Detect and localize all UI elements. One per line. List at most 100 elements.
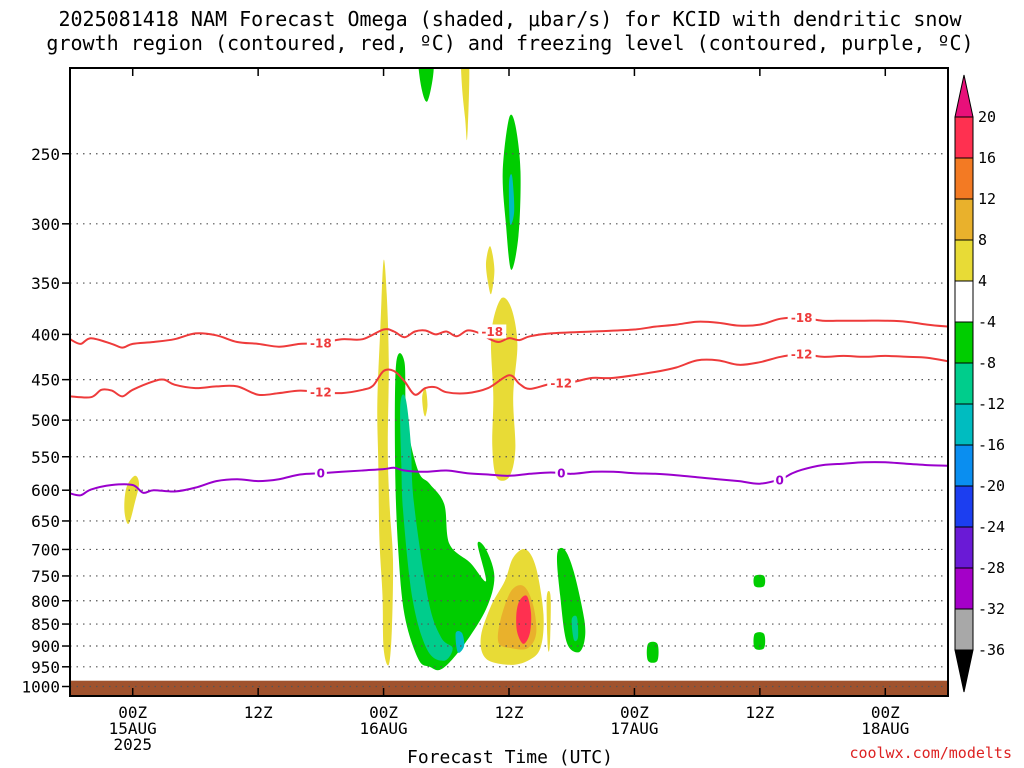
contour-minus18-label-bg — [478, 324, 507, 339]
colorbar-bin — [954, 526, 974, 569]
contour-minus18-label-bg — [306, 335, 335, 350]
omega-region-0 — [124, 475, 139, 525]
y-tick-label: 800 — [31, 592, 60, 611]
colorbar-bin — [954, 239, 974, 282]
contour-minus18-label: -18 — [310, 336, 332, 350]
x-tick-label: 17AUG — [610, 719, 658, 738]
y-tick-label: 600 — [31, 481, 60, 500]
contour-minus18-line — [70, 316, 948, 349]
contour-freezing-label-bg — [773, 472, 786, 487]
contour-freezing-label: 0 — [776, 473, 784, 487]
y-tick-label: 350 — [31, 274, 60, 293]
colorbar-label: 8 — [978, 231, 987, 249]
colorbar-label: 16 — [978, 149, 996, 167]
omega-region-18 — [571, 615, 579, 642]
y-tick-label: 950 — [31, 658, 60, 677]
colorbar-label: 4 — [978, 272, 987, 290]
omega-region-9 — [516, 595, 532, 644]
y-tick-label: 750 — [31, 567, 60, 586]
omega-shading-layer — [124, 68, 766, 671]
y-tick-label: 850 — [31, 615, 60, 634]
colorbar-bin — [954, 403, 974, 446]
contour-freezing-label-bg — [314, 466, 327, 481]
contour-freezing-line — [70, 461, 948, 497]
colorbar-label: -8 — [978, 354, 996, 372]
omega-region-7 — [546, 591, 551, 652]
y-tick-label: 400 — [31, 325, 60, 344]
colorbar-bin — [954, 198, 974, 241]
omega-region-13 — [556, 547, 586, 653]
contour-minus12-label-bg — [787, 347, 816, 362]
colorbar-label: -12 — [978, 395, 1005, 413]
contour-minus12-label: -12 — [791, 348, 813, 362]
credit-text: coolwx.com/modelts — [849, 744, 1012, 762]
y-tick-label: 300 — [31, 215, 60, 234]
contour-freezing-label: 0 — [557, 467, 565, 481]
colorbar: 20 16 12 8 4 -4 -8 -12 -16 -20 -24 -28 -32 -36 — [954, 74, 1005, 693]
x-tick-label: 16AUG — [359, 719, 407, 738]
x-tick-label: 12Z — [244, 703, 273, 722]
y-tick-label: 650 — [31, 512, 60, 531]
colorbar-top-arrow — [954, 74, 974, 118]
x-tick-label: 12Z — [745, 703, 774, 722]
contour-minus12-label-bg — [547, 376, 576, 391]
omega-region-4 — [485, 246, 495, 295]
colorbar-label: -28 — [978, 559, 1005, 577]
colorbar-bin — [954, 362, 974, 405]
contour-minus18-label-bg — [787, 310, 816, 325]
colorbar-bin — [954, 321, 974, 364]
omega-region-20 — [455, 630, 465, 653]
y-tick-label: 450 — [31, 371, 60, 390]
omega-region-3 — [460, 68, 470, 141]
contour-minus18-label: -18 — [791, 311, 813, 325]
contour-minus18-label: -18 — [481, 325, 503, 339]
contour-minus12-label: -12 — [310, 386, 332, 400]
x-tick-label: 00Z — [369, 703, 398, 722]
omega-region-16 — [753, 632, 766, 650]
colorbar-bin — [954, 157, 974, 200]
y-tick-label: 900 — [31, 637, 60, 656]
colorbar-label: -16 — [978, 436, 1005, 454]
contour-freezing-label-bg — [555, 466, 568, 481]
chart-title-line-2: growth region (contoured, red, ºC) and f… — [46, 31, 973, 55]
omega-region-15 — [753, 574, 766, 588]
y-tick-label: 250 — [31, 145, 60, 164]
colorbar-label: -24 — [978, 518, 1005, 536]
colorbar-label: -32 — [978, 600, 1005, 618]
x-tick-label: 00Z — [871, 703, 900, 722]
y-tick-label: 700 — [31, 540, 60, 559]
colorbar-bin — [954, 485, 974, 528]
chart-title-line-1: 2025081418 NAM Forecast Omega (shaded, μ… — [58, 7, 962, 31]
x-tick-label: 00Z — [620, 703, 649, 722]
contour-minus12-label-bg — [306, 385, 335, 400]
colorbar-bin — [954, 608, 974, 651]
x-tick-label: 18AUG — [861, 719, 909, 738]
contour-minus12-line — [70, 352, 948, 399]
colorbar-bin — [954, 444, 974, 487]
colorbar-label: 12 — [978, 190, 996, 208]
contour-minus12-label: -12 — [550, 377, 572, 391]
y-tick-label: 500 — [31, 411, 60, 430]
omega-region-17 — [400, 394, 453, 661]
colorbar-bottom-arrow — [954, 649, 974, 693]
y-tick-label: 1000 — [21, 678, 60, 697]
x-axis-title: Forecast Time (UTC) — [407, 747, 613, 768]
omega-region-5 — [490, 297, 518, 481]
omega-region-1 — [377, 259, 394, 666]
colorbar-label: 20 — [978, 108, 996, 126]
omega-region-19 — [508, 174, 515, 225]
omega-region-10 — [418, 68, 434, 102]
plot-area: -18 -18 -18 -12 -12 -12 0 0 0 — [69, 67, 949, 697]
x-tick-label: 00Z — [118, 703, 147, 722]
colorbar-label: -4 — [978, 313, 996, 331]
omega-region-2 — [422, 387, 428, 417]
colorbar-bin — [954, 567, 974, 610]
colorbar-label: -36 — [978, 641, 1005, 659]
contour-freezing-label: 0 — [317, 467, 325, 481]
x-tick-label: 15AUG — [109, 719, 157, 738]
colorbar-label: -20 — [978, 477, 1005, 495]
omega-region-14 — [646, 641, 659, 663]
colorbar-bin — [954, 116, 974, 159]
